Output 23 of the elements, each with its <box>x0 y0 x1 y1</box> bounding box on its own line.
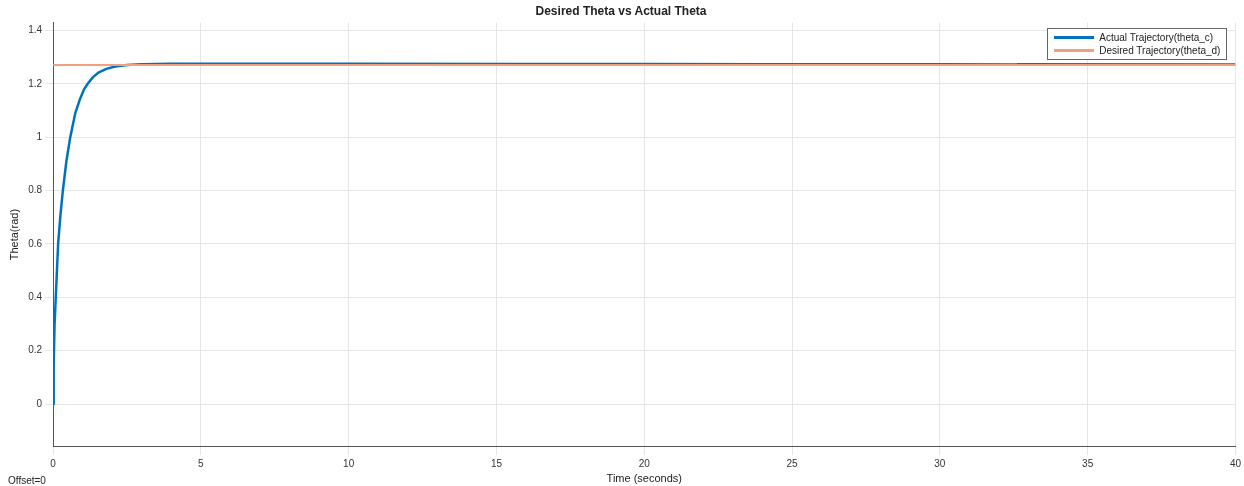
legend-label: Actual Trajectory(theta_c) <box>1099 31 1214 45</box>
y-tick-label: 0 <box>36 397 43 409</box>
x-tick-label: 25 <box>786 457 799 469</box>
x-tick-label: 15 <box>490 457 503 469</box>
x-tick-label: 0 <box>50 457 57 469</box>
y-tick-label: 0.6 <box>28 237 43 249</box>
x-tick-label: 35 <box>1082 457 1094 469</box>
x-tick-label: 10 <box>343 457 355 469</box>
text: Offset=0 <box>8 474 47 486</box>
y-tick-label: 1 <box>36 130 43 142</box>
x-tick-label: 40 <box>1229 457 1242 469</box>
y-tick-label: 0.4 <box>28 291 43 303</box>
legend-label: Desired Trajectory(theta_d) <box>1099 44 1221 58</box>
x-axis-title: Time (seconds) <box>606 472 682 485</box>
y-axis-title: Theta(rad) <box>7 208 20 261</box>
x-tick-label: 20 <box>638 457 651 469</box>
y-tick-label: 0.8 <box>28 184 43 196</box>
x-tick-label: 30 <box>934 457 946 469</box>
y-tick-label: 0.2 <box>28 344 43 356</box>
chart-title: Desired Theta vs Actual Theta <box>535 3 707 18</box>
y-tick-label: 1.2 <box>28 77 43 89</box>
y-tick-label: 1.4 <box>28 24 43 36</box>
x-tick-label: 5 <box>198 457 205 469</box>
